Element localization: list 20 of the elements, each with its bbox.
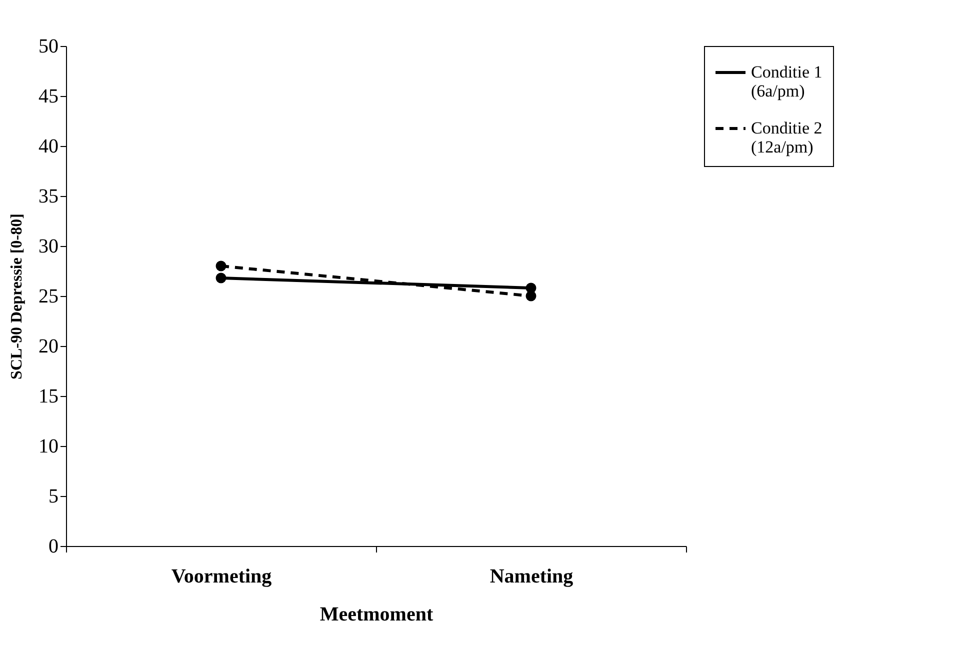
y-tick-label: 5 [48, 486, 58, 508]
y-axis-title: SCL-90 Depressie [0-80] [8, 214, 26, 380]
x-tick-label: Nameting [490, 566, 574, 588]
y-tick-label: 15 [38, 386, 58, 408]
y-tick-label: 45 [38, 86, 58, 108]
point [216, 260, 226, 272]
y-tick-label: 30 [38, 236, 58, 258]
y-tick-label: 0 [48, 536, 58, 558]
y-tick-label: 40 [38, 136, 58, 158]
x-tick-label: Voormeting [171, 566, 272, 588]
point [216, 272, 226, 284]
y-tick-label: 25 [38, 286, 58, 308]
y-tick-label: 20 [38, 336, 58, 358]
point [526, 290, 536, 302]
x-axis-title: Meetmoment [320, 604, 434, 626]
y-tick-label: 50 [38, 36, 58, 58]
y-tick-label: 10 [38, 436, 58, 458]
legend-label: Conditie 2 (12a/pm) [751, 118, 822, 156]
legend-label: Conditie 1 (6a/pm) [751, 62, 822, 100]
y-tick-label: 35 [38, 186, 58, 208]
